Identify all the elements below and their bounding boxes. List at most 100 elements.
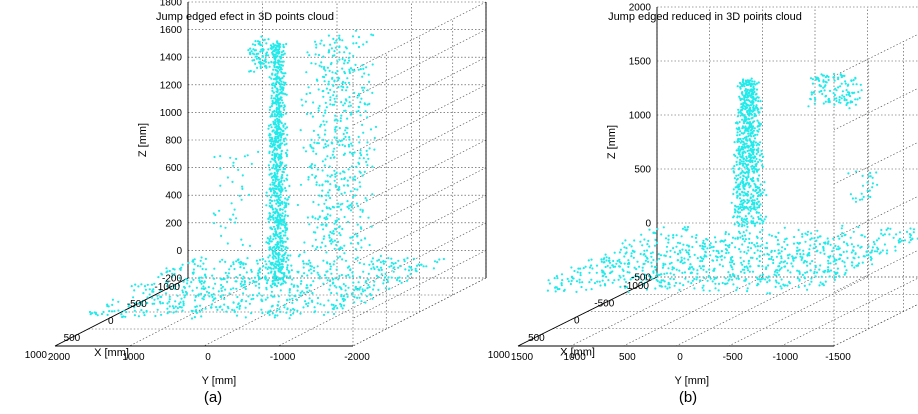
data-point [353,175,356,178]
data-point [740,103,743,106]
z-tick-label: 2000 [629,3,652,14]
data-point [802,261,805,264]
data-point [688,267,691,270]
data-point [678,269,681,272]
data-point [347,184,350,187]
data-point [608,261,612,264]
data-point [275,78,278,81]
data-point [335,299,338,302]
data-point [311,215,314,218]
data-point [271,208,275,211]
x-tick-label: -500 [594,298,614,309]
data-point [784,247,787,251]
data-point [681,248,684,251]
data-point [768,257,771,261]
data-point [219,184,222,187]
data-point [750,241,754,245]
data-point [273,176,276,179]
data-point [699,267,703,270]
data-point [318,215,321,218]
data-point [244,263,247,266]
data-point [318,136,321,139]
data-point [186,279,189,282]
data-point [285,246,288,249]
data-point [908,233,912,236]
data-point [274,228,277,231]
data-point [743,146,746,149]
data-point [822,79,825,82]
data-point [854,103,858,106]
point-cloud [546,72,918,295]
data-point [655,241,659,244]
data-point [757,81,760,84]
data-point [275,202,278,205]
data-point [604,253,607,256]
data-point [240,280,243,283]
data-point [728,246,731,249]
data-point [736,115,740,118]
data-point [814,98,817,101]
data-point [760,149,763,152]
data-point [347,105,350,108]
data-point [702,239,705,242]
data-point [331,103,334,106]
data-point [717,289,720,292]
data-point [627,265,630,268]
data-point [735,121,739,124]
data-point [313,141,316,144]
data-point [178,305,182,309]
data-point [281,212,284,215]
data-point [278,60,281,63]
data-point [695,240,698,244]
z-tick-label: 1000 [160,108,183,119]
data-point [151,289,154,292]
data-point [279,134,283,137]
data-point [273,275,276,278]
data-point [173,272,176,276]
data-point [269,271,273,274]
data-point [288,291,291,294]
data-point [845,98,848,102]
data-point [356,234,359,237]
data-point [727,279,730,282]
data-point [371,193,374,196]
data-point [216,308,219,311]
data-point [348,151,352,154]
panel-label: (b) [679,389,697,406]
data-point [227,276,230,279]
data-point [252,297,255,300]
data-point [883,243,887,246]
data-point [743,98,746,101]
data-point [755,162,758,165]
data-point [286,268,289,271]
data-point [751,131,754,135]
data-point [621,242,624,245]
data-point [737,152,740,155]
data-point [270,113,274,116]
data-point [871,182,875,185]
data-point [289,309,292,312]
data-point [755,152,758,155]
data-point [636,260,639,263]
data-point [166,302,169,305]
data-point [824,280,827,283]
data-point [276,152,279,155]
data-point [283,179,286,182]
data-point [756,206,759,209]
data-point [275,81,278,84]
data-point [696,257,699,260]
data-point [308,297,311,300]
data-point [226,280,229,283]
data-point [349,176,352,179]
data-point [601,279,604,282]
data-point [160,313,163,316]
data-point [746,181,749,184]
data-point [244,316,247,319]
data-point [106,313,109,316]
data-point [314,238,317,241]
data-point [736,236,739,239]
x-tick-label: 0 [574,316,580,327]
data-point [321,184,324,187]
data-point [370,225,373,228]
